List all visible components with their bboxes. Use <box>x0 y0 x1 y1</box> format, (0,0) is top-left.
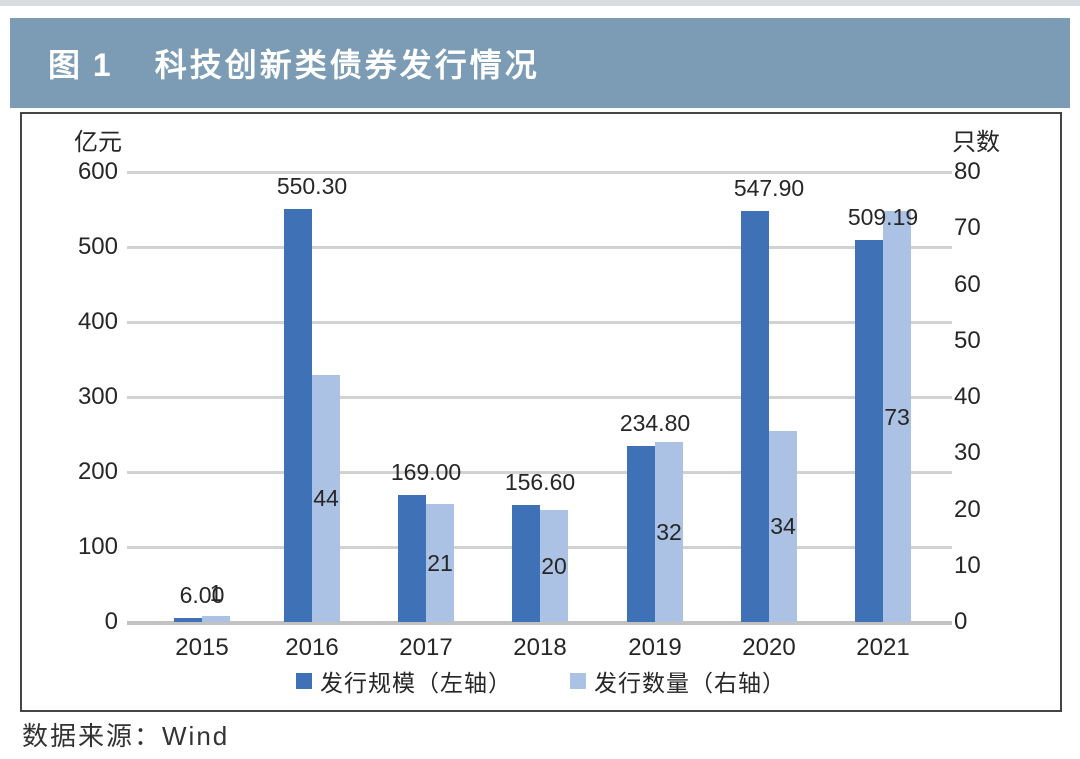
left-axis-tick: 600 <box>77 158 118 185</box>
count-value-label: 32 <box>656 519 682 545</box>
scale-value-label: 509.19 <box>847 204 919 231</box>
top-divider <box>0 0 1080 6</box>
bar-scale-2018 <box>512 504 540 622</box>
count-value-label: 1 <box>209 580 223 607</box>
data-source: 数据来源：Wind <box>22 721 230 751</box>
gridline <box>127 246 952 249</box>
bar-scale-2017 <box>398 495 426 622</box>
left-axis-tick: 400 <box>77 308 118 335</box>
count-value-label: 21 <box>427 549 453 576</box>
gridline <box>127 171 952 174</box>
x-axis-line <box>127 621 952 625</box>
bar-count-2017 <box>426 503 454 622</box>
right-axis-tick: 70 <box>954 214 981 242</box>
count-value-label: 44 <box>313 485 339 512</box>
right-axis-tick: 30 <box>954 439 981 467</box>
x-axis-label: 2015 <box>175 634 229 661</box>
right-axis-tick: 20 <box>954 495 981 523</box>
legend-item: 发行数量（右轴） <box>570 664 786 698</box>
scale-value-label: 547.90 <box>733 175 805 202</box>
count-value-label: 73 <box>884 403 910 430</box>
legend-item: 发行规模（左轴） <box>296 664 512 698</box>
bar-count-2021 <box>883 211 911 622</box>
scale-value-label: 550.30 <box>276 173 348 200</box>
right-axis-tick: 60 <box>954 270 981 298</box>
figure-title: 科技创新类债券发行情况 <box>154 47 540 83</box>
right-axis-tick: 10 <box>954 551 981 579</box>
chart-container: 亿元 只数 0 100 200 300 400 500 600 0 10 20 30 40 50 60 70… <box>20 112 1062 712</box>
bar-scale-2016 <box>284 209 312 622</box>
bar-count-2018 <box>540 509 568 622</box>
bar-count-2019 <box>655 442 683 622</box>
gridline <box>127 321 952 324</box>
bar-scale-2021 <box>855 240 883 622</box>
bar-count-2015 <box>202 616 230 622</box>
bar-scale-2019 <box>627 445 655 622</box>
figure-label: 图 1 <box>48 47 113 83</box>
bar-count-2016 <box>312 374 340 622</box>
count-value-label: 34 <box>770 513 796 540</box>
left-axis-tick: 100 <box>77 533 118 560</box>
x-axis-label: 2020 <box>742 634 796 661</box>
count-value-label: 20 <box>541 552 567 579</box>
bar-count-2020 <box>769 430 797 622</box>
scale-value-label: 6.00 <box>179 581 225 608</box>
left-axis-tick: 200 <box>77 458 118 485</box>
left-axis-unit-label: 亿元 <box>74 129 122 156</box>
right-axis-tick: 50 <box>954 326 981 354</box>
bar-scale-2015 <box>174 617 202 622</box>
bar-scale-2020 <box>741 211 769 622</box>
left-axis-tick: 0 <box>104 608 118 635</box>
chart-legend: 发行规模（左轴） 发行数量（右轴） <box>22 664 1060 698</box>
x-axis-label: 2019 <box>628 634 682 661</box>
x-axis-label: 2018 <box>513 634 567 661</box>
gridline <box>127 471 952 474</box>
right-axis-tick: 80 <box>954 158 981 185</box>
left-axis-tick: 500 <box>77 233 118 260</box>
left-axis-tick: 300 <box>77 383 118 410</box>
right-axis-unit-label: 只数 <box>952 129 1000 156</box>
right-axis-tick: 0 <box>954 608 968 635</box>
scale-value-label: 234.80 <box>619 409 691 436</box>
scale-value-label: 169.00 <box>390 459 462 486</box>
x-axis-label: 2021 <box>856 634 910 661</box>
x-axis-label: 2017 <box>399 634 453 661</box>
right-axis-tick: 40 <box>954 383 981 410</box>
legend-label: 发行数量（右轴） <box>594 670 786 696</box>
scale-value-label: 156.60 <box>504 468 576 495</box>
figure-title-banner: 图 1 科技创新类债券发行情况 <box>10 18 1070 108</box>
legend-label: 发行规模（左轴） <box>320 670 512 696</box>
x-axis-label: 2016 <box>285 634 339 661</box>
legend-swatch-icon <box>570 673 586 689</box>
gridline <box>127 396 952 399</box>
legend-swatch-icon <box>296 673 312 689</box>
